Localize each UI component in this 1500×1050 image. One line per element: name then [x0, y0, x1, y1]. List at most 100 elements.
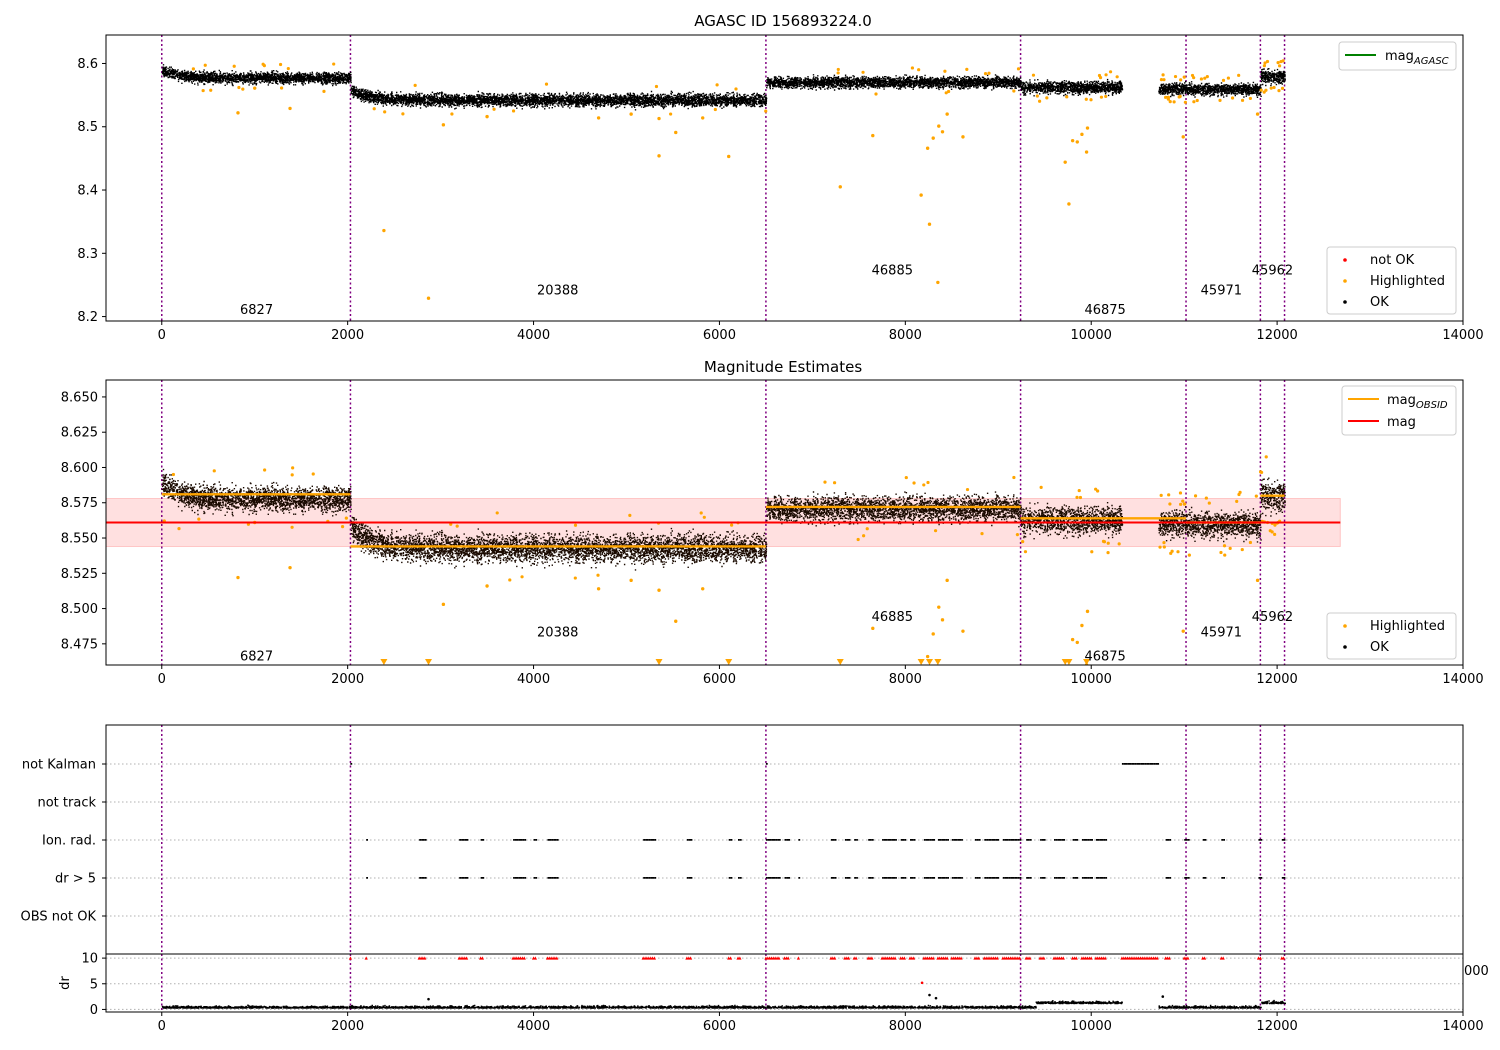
highlighted-point-band-2-5	[856, 537, 860, 542]
highlighted-point-band-2-1	[904, 475, 908, 480]
y-tick-label-0: 0	[90, 1003, 98, 1018]
highlighted-point-band-2-8	[933, 529, 938, 533]
highlighted-point-0	[236, 575, 240, 580]
ok-points-path-0	[161, 468, 352, 517]
x-tick-label-3: 6000	[703, 328, 736, 343]
highlighted-point-band-2-4	[836, 67, 840, 72]
offscale-marker-9	[1065, 659, 1073, 665]
highlighted-point-band-3-13	[1097, 73, 1102, 78]
highlighted-point-band-5-10	[1193, 494, 1198, 498]
highlighted-point-band-1-13	[713, 107, 717, 112]
highlighted-point-band-1-9	[628, 513, 632, 517]
highlighted-near-band	[191, 59, 1285, 116]
x-tick-label-6: 12000	[1256, 1019, 1297, 1034]
ok-points-segment-2	[766, 491, 1022, 528]
highlighted-point-band-4-9	[1164, 95, 1168, 99]
highlighted-point-band-0-6	[232, 64, 236, 68]
highlighted-point-band-0-10	[340, 525, 345, 529]
x-tick-label-7: 14000	[1442, 672, 1483, 687]
highlighted-point-33	[701, 587, 705, 591]
highlighted-point-4	[441, 123, 446, 127]
highlighted-point-band-4-6	[1183, 100, 1187, 104]
highlighted-point-band-1-4	[702, 515, 706, 519]
highlighted-point-band-2-4	[912, 481, 916, 485]
highlighted-point-14	[925, 146, 930, 150]
panel1-title: AGASC ID 156893224.0	[694, 12, 872, 30]
highlighted-point-band-2-0	[865, 527, 869, 531]
y-tick-label-1: 8.3	[77, 247, 98, 262]
highlighted-point-21	[1067, 202, 1071, 206]
obsid-label-4: 45971	[1201, 284, 1242, 299]
highlighted-point-band-5-13	[1254, 494, 1258, 498]
highlighted-point-band-4-12	[1161, 73, 1165, 77]
legend-marker-highlighted	[1343, 279, 1347, 283]
highlighted-point-band-1-11	[669, 112, 673, 116]
ok-points-segment-5	[1186, 506, 1262, 543]
highlighted-point-15	[931, 136, 935, 140]
offscale-marker-5	[917, 659, 925, 665]
flag-points-ion-rad	[366, 839, 1286, 841]
highlighted-point-band-4-2	[1176, 550, 1180, 554]
highlighted-point-band-2-9	[926, 480, 930, 485]
highlighted-point-1	[288, 106, 292, 111]
magnitude-estimates-panel: Magnitude Estimates 0 2000 4000 6000 8000 100…	[61, 358, 1484, 687]
highlighted-point-band-3-4	[1045, 96, 1049, 100]
highlighted-point-2	[382, 228, 386, 233]
ok-points-segment-3	[1020, 502, 1124, 540]
ok-points-segment-5	[1186, 81, 1262, 98]
highlighted-point-31	[596, 587, 601, 591]
panel1-legend-flags: not OK Highlighted OK	[1326, 246, 1457, 315]
highlighted-point-band-2-12	[836, 71, 840, 75]
highlighted-point-band-0-2	[209, 88, 213, 92]
obsid-label-0: 6827	[240, 303, 273, 318]
x-tick-label-0: 0	[158, 328, 166, 343]
highlighted-point-band-4-5	[1181, 499, 1185, 503]
panel2-legend-mag-lines: magOBSID mag	[1341, 385, 1457, 436]
highlighted-point-band-5-0	[1219, 550, 1223, 555]
highlighted-point-32	[629, 578, 633, 583]
dr-outlier-0	[920, 981, 924, 985]
y-tick-label-7: 8.650	[61, 390, 98, 405]
y-tick-label-5: 8.600	[61, 461, 98, 476]
highlighted-point-band-3-7	[1031, 73, 1036, 77]
ok-points-path-2	[766, 491, 1022, 528]
highlighted-point-25	[1084, 150, 1089, 154]
highlighted-point-band-5-7	[1204, 496, 1208, 500]
highlighted-point-band-2-10	[983, 72, 988, 76]
highlighted-point-band-3-3	[1108, 70, 1113, 74]
highlighted-point-11	[919, 193, 923, 197]
highlighted-point-band-2-6	[946, 89, 951, 94]
x-tick-label-1: 2000	[331, 1019, 364, 1034]
highlighted-point-band-4-8	[1177, 95, 1181, 99]
highlighted-point-band-0-11	[262, 64, 266, 68]
legend-marker-ok-2	[1343, 645, 1347, 649]
highlighted-point-0	[236, 111, 240, 115]
ok-points-segment-6	[1260, 68, 1286, 87]
highlighted-point-13	[936, 280, 940, 285]
flag-label-0: not Kalman	[22, 758, 96, 773]
y-tick-label-2: 8.525	[61, 567, 98, 582]
y-tick-label-6: 8.625	[61, 426, 98, 441]
highlighted-point-6	[657, 588, 661, 592]
dr-outlier-4	[1161, 995, 1165, 998]
highlighted-point-band-1-13	[596, 573, 600, 577]
y-tick-label-0: 8.2	[77, 310, 98, 325]
highlighted-point-band-6-8	[1272, 85, 1276, 90]
panel2-frame	[105, 379, 1464, 666]
highlighted-point-band-2-13	[910, 66, 915, 70]
x-tick-label-7: 14000	[1442, 328, 1483, 343]
highlighted-point-band-3-2	[1115, 75, 1119, 79]
ok-points-path-5	[1186, 81, 1262, 98]
highlighted-point-band-5-11	[1205, 74, 1209, 79]
panel4-axis-ticks: 0 2000 4000 6000 8000 10000 12000 14000 0 5 10	[81, 952, 1483, 1034]
highlighted-point-band-6-0	[1262, 64, 1267, 68]
panel1-frame	[105, 34, 1464, 322]
highlighted-point-band-6-12	[1273, 523, 1277, 527]
highlighted-point-band-4-3	[1168, 502, 1172, 506]
highlighted-point-band-0-3	[201, 88, 205, 93]
highlighted-point-band-5-5	[1199, 77, 1204, 81]
x-tick-label-2: 4000	[517, 328, 550, 343]
highlighted-point-band-0-2	[311, 472, 315, 476]
highlighted-point-band-2-0	[987, 71, 991, 75]
